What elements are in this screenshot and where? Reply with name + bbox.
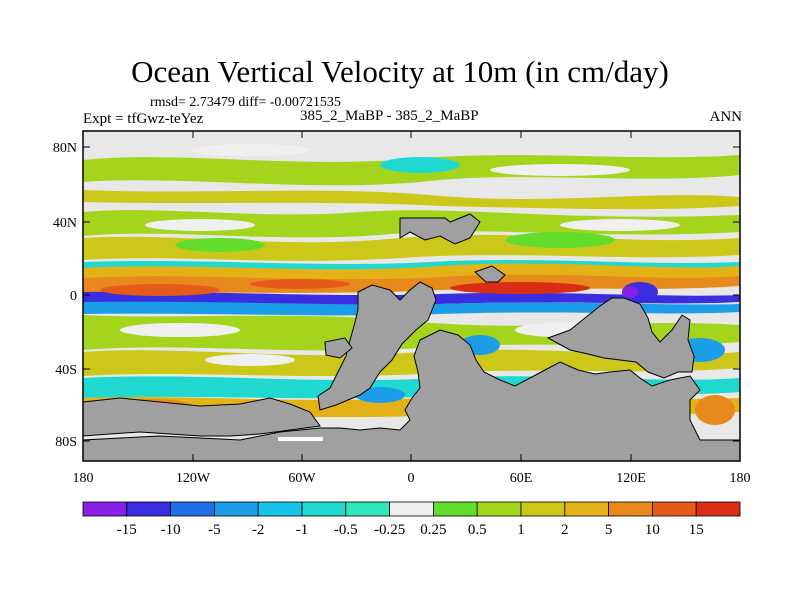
colorbar-label: 15 xyxy=(689,522,704,538)
colorbar-swatch xyxy=(126,501,172,517)
colorbar-swatch xyxy=(608,501,653,517)
lat-tick-label: 80N xyxy=(53,141,77,156)
lon-tick-label: 60W xyxy=(288,471,316,486)
colorbar-swatch xyxy=(564,501,609,517)
chart-title: Ocean Vertical Velocity at 10m (in cm/da… xyxy=(131,54,669,89)
colorbar-label: -0.25 xyxy=(374,522,405,538)
lat-tick-label: 0 xyxy=(70,289,77,304)
experiment-label: Expt = tfGwz-teYez xyxy=(83,111,204,127)
colorbar-label: 0.25 xyxy=(420,522,446,538)
colorbar-label: -15 xyxy=(117,522,137,538)
colorbar-swatch xyxy=(695,501,741,517)
lat-tick-label: 80S xyxy=(55,435,77,450)
colorbar-swatch xyxy=(476,501,522,517)
lat-axis: 80N 40N 0 40S 80S xyxy=(53,141,740,450)
colorbar-swatch xyxy=(257,501,303,517)
colorbar-label: -0.5 xyxy=(334,522,358,538)
colorbar-swatch xyxy=(652,501,697,517)
colorbar-swatch xyxy=(432,501,478,517)
case-label: 385_2_MaBP - 385_2_MaBP xyxy=(300,108,479,124)
colorbar-swatch xyxy=(389,501,434,517)
colorbar-label: -2 xyxy=(252,522,265,538)
land-mask xyxy=(82,213,741,462)
season-label: ANN xyxy=(709,109,743,125)
colorbar-swatch xyxy=(520,501,566,517)
colorbar: -15 -10 -5 -2 -1 -0.5 -0.25 0.25 0.5 1 2 5 10 15 xyxy=(82,501,741,538)
colorbar-label: 2 xyxy=(561,522,569,538)
map-panel xyxy=(82,131,741,462)
colorbar-swatch xyxy=(301,501,347,517)
lon-tick-label: 0 xyxy=(408,471,415,486)
colorbar-label: 10 xyxy=(645,522,660,538)
lon-tick-label: 60E xyxy=(510,471,533,486)
colorbar-label: -5 xyxy=(208,522,221,538)
lon-tick-label: 120W xyxy=(176,471,211,486)
lat-tick-label: 40N xyxy=(53,216,77,231)
colorbar-swatch xyxy=(82,501,128,517)
colorbar-swatch xyxy=(345,501,390,517)
lon-axis: 180 120W 60W 0 60E 120E 180 xyxy=(73,131,751,486)
colorbar-swatch xyxy=(213,501,259,517)
lon-tick-label: 180 xyxy=(730,471,751,486)
colorbar-label: -1 xyxy=(296,522,309,538)
colorbar-swatch xyxy=(170,501,215,517)
lon-tick-label: 180 xyxy=(73,471,94,486)
colorbar-label: 1 xyxy=(517,522,525,538)
lat-tick-label: 40S xyxy=(55,363,77,378)
lon-tick-label: 120E xyxy=(616,471,646,486)
colorbar-label: 5 xyxy=(605,522,613,538)
stats-line: rmsd= 2.73479 diff= -0.00721535 xyxy=(150,95,341,110)
colorbar-label: -10 xyxy=(161,522,181,538)
colorbar-label: 0.5 xyxy=(468,522,487,538)
